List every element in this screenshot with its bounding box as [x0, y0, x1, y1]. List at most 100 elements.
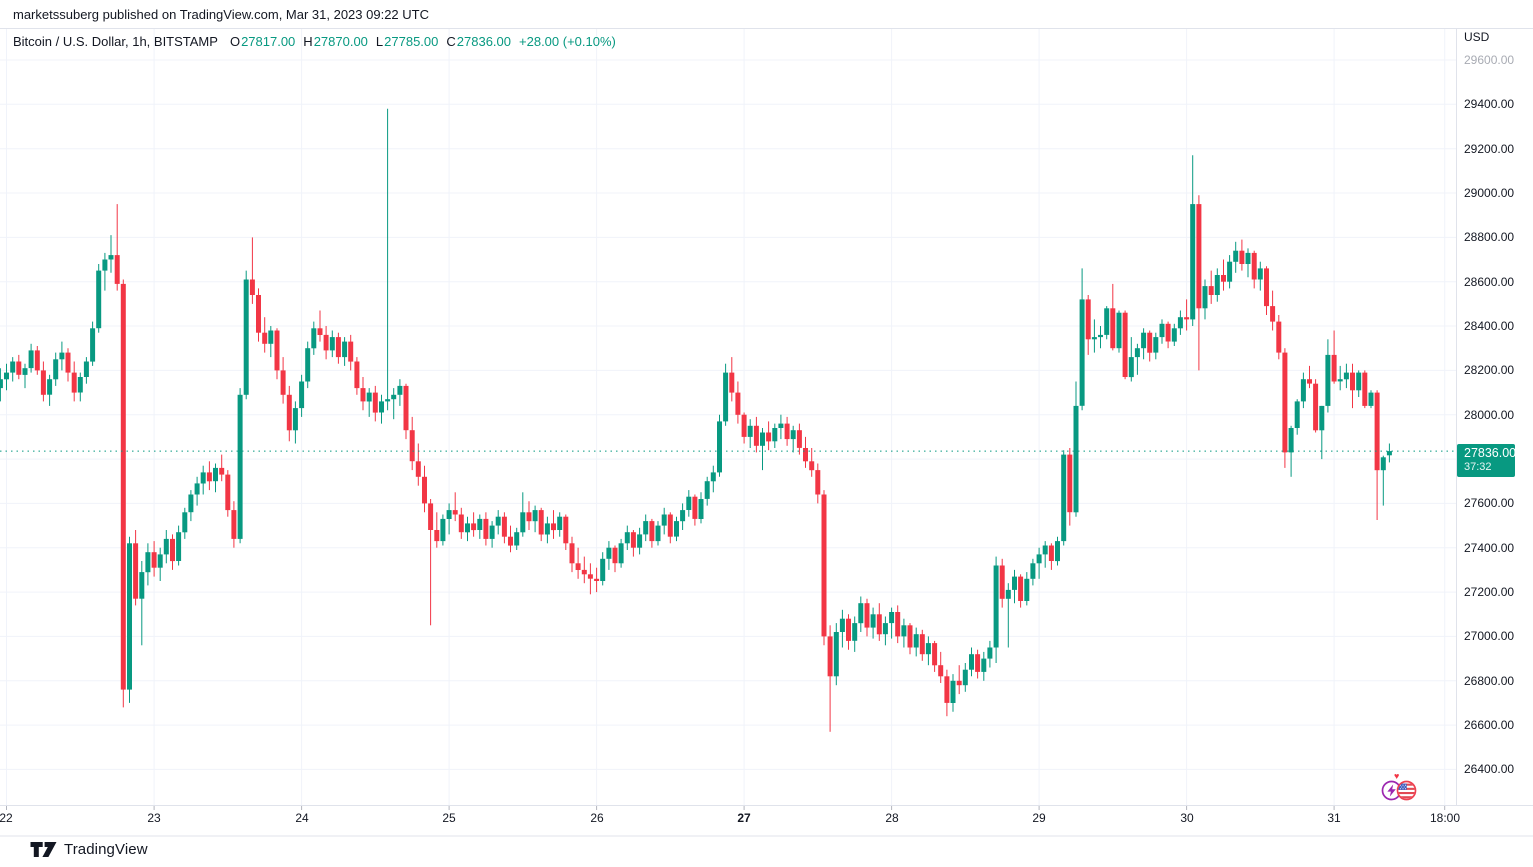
candle [925, 636, 931, 666]
candle [809, 448, 815, 477]
heart-sticker-icon[interactable]: ♥ [1394, 771, 1400, 781]
candle [1110, 283, 1116, 351]
tradingview-logo[interactable]: TradingView [30, 841, 148, 858]
candle [249, 237, 255, 304]
candle [975, 649, 981, 679]
candle [1067, 448, 1073, 526]
symbol-legend[interactable]: Bitcoin / U.S. Dollar, 1h, BITSTAMP O2781… [13, 34, 616, 49]
close-value: 27836.00 [456, 34, 512, 49]
candle [335, 332, 341, 364]
candle [268, 326, 274, 358]
candle [1270, 290, 1276, 331]
time-axis-label: 31 [1327, 811, 1341, 825]
candle [59, 341, 65, 371]
candle [1362, 370, 1368, 409]
candle [428, 499, 434, 626]
last-price-badge[interactable]: 27836.00 37:32 [1457, 444, 1516, 477]
candle [292, 401, 298, 444]
candle [243, 270, 249, 400]
candle [1307, 365, 1312, 389]
candle [606, 541, 612, 570]
candle [145, 543, 151, 586]
candle [1202, 279, 1208, 320]
close-label: C [446, 34, 456, 49]
candle [385, 108, 391, 411]
candle [1325, 339, 1331, 413]
symbol-title[interactable]: Bitcoin / U.S. Dollar, 1h, BITSTAMP [13, 34, 218, 49]
candle [686, 490, 692, 517]
candle [1239, 239, 1245, 271]
candle [655, 521, 661, 546]
candle [508, 525, 513, 553]
candle [471, 512, 477, 537]
candle [206, 461, 212, 491]
candle [90, 321, 96, 366]
candle [987, 640, 993, 668]
candle [1134, 343, 1140, 375]
time-axis-label: 25 [442, 811, 456, 825]
candle [379, 394, 384, 424]
candle [1319, 405, 1325, 460]
candle [77, 372, 83, 402]
candle [1300, 372, 1306, 409]
currency-label[interactable]: USD [1464, 30, 1490, 44]
candle [1061, 450, 1067, 546]
candle [96, 264, 102, 333]
candle [231, 501, 237, 548]
candle [323, 326, 329, 360]
candle [839, 609, 845, 648]
candle [1368, 390, 1374, 409]
candle [176, 525, 182, 566]
candle [299, 374, 305, 417]
price-axis-label: 29600.00 [1464, 53, 1515, 67]
candle [821, 490, 827, 646]
candle [962, 663, 968, 692]
candle [581, 556, 587, 584]
us-flag-sticker-icon[interactable] [1396, 780, 1417, 801]
candle [1122, 310, 1128, 380]
candle [680, 503, 686, 530]
candle [495, 510, 501, 535]
candle [1030, 558, 1036, 586]
tradingview-logo-text: TradingView [64, 841, 148, 858]
candle [741, 412, 747, 444]
candle [796, 423, 802, 455]
candle [403, 383, 409, 440]
candle [575, 547, 581, 579]
price-axis-label: 29000.00 [1464, 186, 1515, 200]
candle [858, 596, 864, 632]
candle [1356, 370, 1362, 397]
price-axis-label: 26800.00 [1464, 674, 1515, 688]
time-axis-label: 28 [885, 811, 899, 825]
candle [846, 614, 851, 650]
candle [1276, 315, 1282, 360]
candle [643, 514, 649, 542]
candle [526, 501, 532, 530]
candle [1214, 268, 1220, 302]
change-value: +28.00 (+0.10%) [519, 34, 616, 49]
candle [163, 530, 169, 564]
candle [692, 494, 698, 526]
candle [624, 525, 630, 550]
candle [932, 640, 938, 672]
time-axis-label: 26 [590, 811, 604, 825]
candle [747, 419, 753, 448]
price-axis-label: 29200.00 [1464, 142, 1515, 156]
tradingview-logo-icon [30, 842, 57, 857]
price-axis-label: 28200.00 [1464, 363, 1515, 377]
candle [489, 521, 495, 548]
candle [1282, 348, 1288, 468]
high-value: 27870.00 [313, 34, 368, 49]
candle [71, 361, 77, 402]
candle [317, 310, 323, 342]
candle [969, 647, 974, 677]
candle [1024, 572, 1030, 606]
candle [1264, 266, 1269, 315]
candle [612, 545, 618, 573]
candle [1245, 248, 1251, 278]
candle [452, 492, 458, 522]
candle [938, 651, 944, 683]
candle [133, 530, 139, 606]
candle [262, 317, 268, 353]
